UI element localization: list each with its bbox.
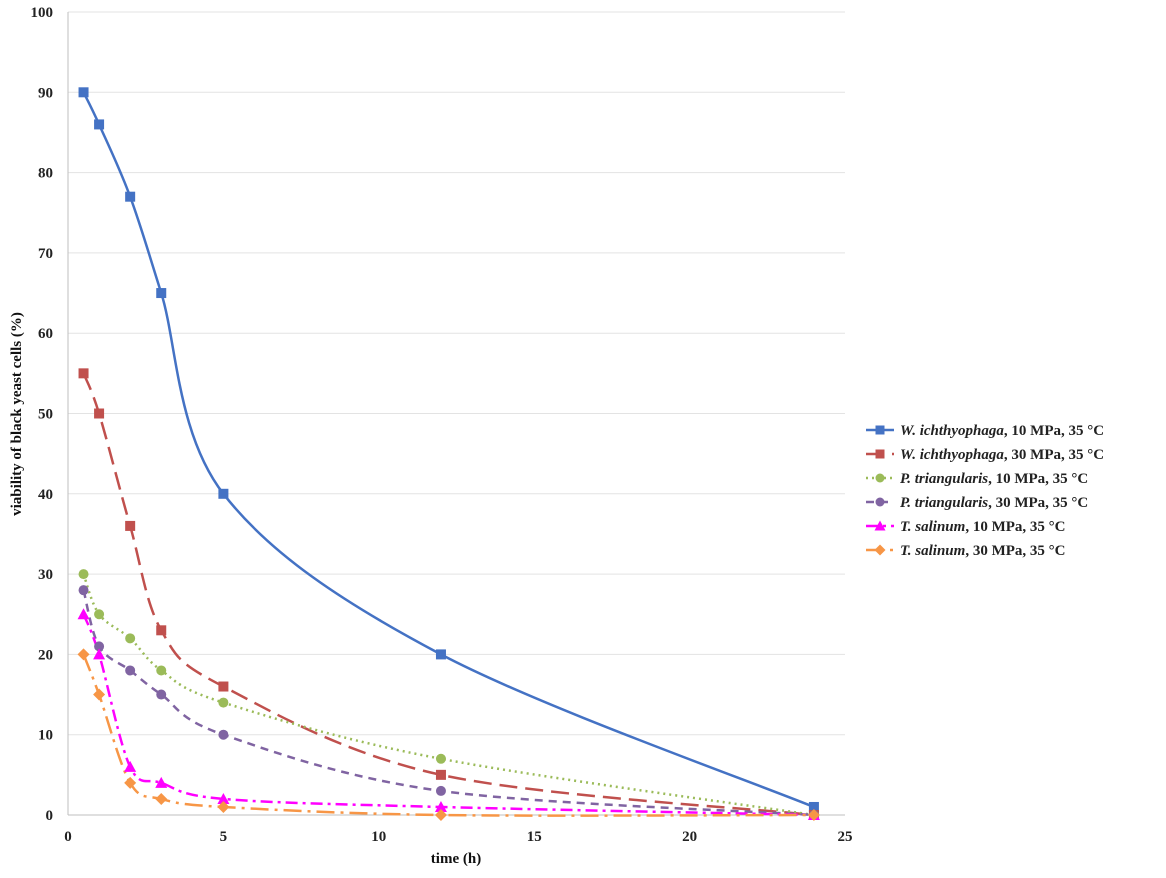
legend-swatch-marker (875, 473, 885, 483)
series-line-2 (82, 372, 815, 817)
legend-item-6: T. salinum, 30 MPa, 35 °C (866, 543, 1065, 559)
legend-item-2: W. ichthyophaga, 30 MPa, 35 °C (866, 447, 1104, 463)
data-point-series-4 (218, 729, 229, 740)
data-point-series-1 (435, 649, 446, 660)
legend-label: W. ichthyophaga, 10 MPa, 35 °C (900, 423, 1104, 439)
data-point-series-1 (808, 801, 819, 812)
y-tick-label: 0 (46, 808, 54, 824)
gridlines (68, 11, 845, 736)
data-point-series-5 (155, 776, 168, 788)
y-axis-title: viability of black yeast cells (%) (9, 312, 25, 516)
data-point-series-1 (218, 488, 229, 499)
legend-item-3: P. triangularis, 10 MPa, 35 °C (866, 471, 1088, 487)
data-point-series-6 (434, 809, 447, 821)
legend-swatch-marker (874, 544, 886, 556)
series-line-4 (82, 589, 815, 817)
data-point-series-6 (124, 776, 137, 789)
series-line-6 (82, 653, 814, 817)
data-point-series-5 (93, 648, 106, 660)
data-point-series-3 (156, 665, 167, 676)
legend-label: W. ichthyophaga, 30 MPa, 35 °C (900, 447, 1104, 463)
data-point-series-5 (217, 792, 230, 804)
data-point-series-4 (156, 689, 167, 700)
legend-label: T. salinum, 30 MPa, 35 °C (900, 543, 1065, 559)
x-tick-label: 20 (682, 829, 697, 845)
legend-item-4: P. triangularis, 30 MPa, 35 °C (866, 495, 1088, 511)
data-point-series-1 (78, 87, 89, 98)
data-point-series-5 (434, 800, 447, 812)
data-point-series-2 (125, 520, 136, 531)
x-tick-label: 25 (838, 829, 853, 845)
legend-label: P. triangularis, 30 MPa, 35 °C (900, 495, 1088, 511)
y-tick-label: 100 (31, 5, 54, 21)
data-point-series-4 (435, 785, 446, 796)
data-point-series-3 (94, 609, 105, 620)
y-tick-label: 90 (38, 85, 53, 101)
y-tick-label: 10 (38, 728, 53, 744)
data-point-series-2 (94, 408, 105, 419)
legend-swatch-marker (874, 520, 886, 531)
y-tick-label: 40 (38, 487, 53, 503)
data-point-series-1 (94, 119, 105, 130)
y-tick-label: 80 (38, 166, 53, 182)
legend-item-1: W. ichthyophaga, 10 MPa, 35 °C (866, 423, 1104, 439)
y-tick-label: 60 (38, 326, 53, 342)
data-point-series-3 (435, 753, 446, 764)
data-point-series-5 (124, 760, 137, 772)
x-tick-label: 15 (527, 829, 542, 845)
data-point-series-2 (435, 769, 446, 780)
legend-swatch-marker (875, 425, 885, 435)
y-tick-label: 50 (38, 407, 53, 423)
series-line-1 (82, 91, 815, 809)
data-point-series-2 (78, 368, 89, 379)
data-point-series-1 (125, 191, 136, 202)
legend-swatch-marker (875, 497, 885, 507)
data-point-series-6 (155, 792, 168, 805)
data-point-series-4 (78, 585, 89, 596)
data-point-series-3 (78, 569, 89, 580)
x-tick-label: 10 (371, 829, 386, 845)
data-markers (77, 87, 820, 821)
y-tick-label: 20 (38, 647, 53, 663)
series-line-3 (82, 573, 815, 817)
data-point-series-6 (77, 648, 90, 661)
axes: 0 10 20 30 40 50 60 70 80 90 100 0 5 10 15 20 25 (31, 5, 853, 845)
x-tick-label: 0 (64, 829, 72, 845)
data-point-series-2 (218, 681, 229, 692)
data-point-series-3 (125, 633, 136, 644)
data-point-series-3 (218, 697, 229, 708)
series-line-5 (82, 613, 814, 817)
data-point-series-1 (156, 288, 167, 299)
legend-label: T. salinum, 10 MPa, 35 °C (900, 519, 1065, 535)
data-point-series-6 (217, 800, 230, 813)
x-tick-label: 5 (220, 829, 228, 845)
data-point-series-4 (94, 641, 105, 652)
x-axis-title: time (h) (431, 851, 481, 867)
legend-item-5: T. salinum, 10 MPa, 35 °C (866, 519, 1065, 535)
legend-label: P. triangularis, 10 MPa, 35 °C (900, 471, 1088, 487)
y-tick-label: 70 (38, 246, 53, 262)
data-point-series-6 (807, 809, 820, 821)
data-point-series-4 (125, 665, 136, 676)
legend-swatch-marker (875, 449, 885, 459)
series-lines (82, 91, 815, 817)
y-tick-label: 30 (38, 567, 53, 583)
data-point-series-6 (93, 688, 106, 701)
data-point-series-5 (77, 608, 90, 620)
data-point-series-2 (156, 625, 167, 636)
legend: W. ichthyophaga, 10 MPa, 35 °C W. ichthyo… (866, 423, 1104, 559)
